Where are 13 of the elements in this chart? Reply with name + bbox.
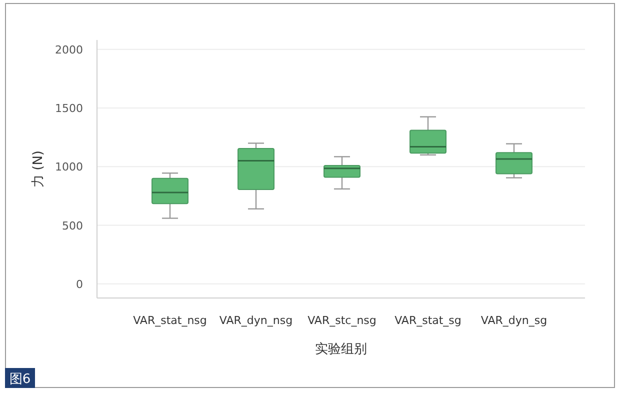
y-tick-label: 0 [76,278,83,291]
x-tick-label: VAR_dyn_nsg [219,314,293,327]
y-tick-label: 500 [62,219,83,232]
y-axis-title: 力 (N) [31,150,46,188]
y-tick-label: 2000 [55,43,83,56]
x-tick-label: VAR_dyn_sg [480,314,548,327]
x-tick-label: VAR_stat_nsg [133,314,207,327]
y-tick-label: 1500 [55,102,83,116]
x-axis-title: 实验组别 [315,342,367,357]
y-tick-label: 1000 [55,160,83,174]
x-tick-label: VAR_stat_sg [394,314,462,327]
caption: 图6 [9,372,31,387]
x-tick-label: VAR_stc_nsg [308,314,376,327]
